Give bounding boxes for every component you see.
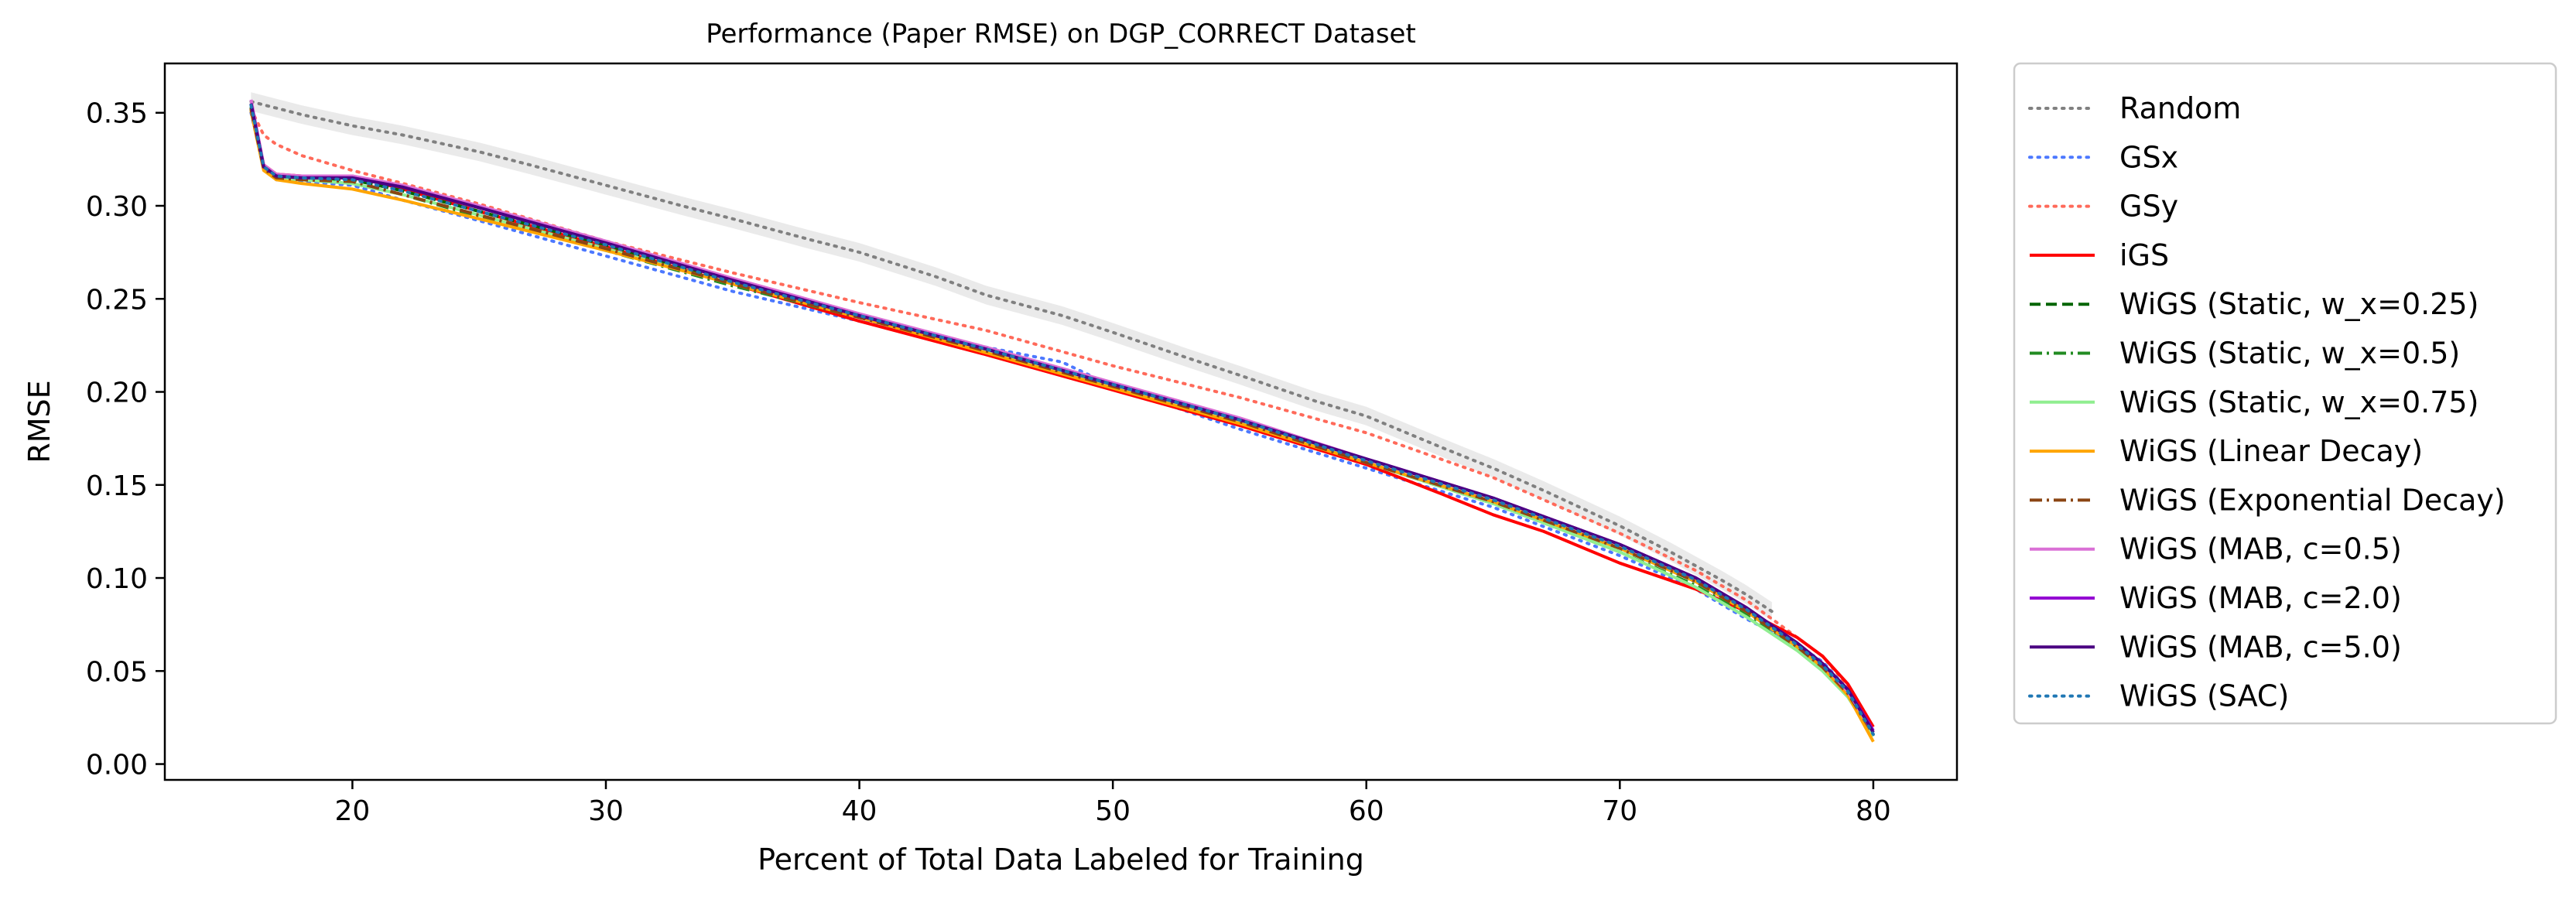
y-tick-label: 0.20 xyxy=(86,378,148,409)
x-tick-label: 20 xyxy=(335,795,371,827)
legend-label-8: WiGS (Exponential Decay) xyxy=(2119,483,2506,517)
y-tick-label: 0.05 xyxy=(86,656,148,688)
series-layer xyxy=(249,99,1875,743)
x-tick-label: 70 xyxy=(1602,795,1637,827)
legend-label-5: WiGS (Static, w_x=0.5) xyxy=(2119,337,2460,371)
x-tick-label: 30 xyxy=(588,795,624,827)
x-tick-label: 40 xyxy=(842,795,877,827)
y-tick-label: 0.35 xyxy=(86,98,148,130)
x-axis-label: Percent of Total Data Labeled for Traini… xyxy=(758,843,1364,877)
legend-label-7: WiGS (Linear Decay) xyxy=(2119,434,2423,468)
plot-frame xyxy=(163,62,1959,781)
series-line-7 xyxy=(249,110,1875,743)
legend-label-12: WiGS (SAC) xyxy=(2119,679,2289,713)
legend-label-4: WiGS (Static, w_x=0.25) xyxy=(2119,287,2479,321)
x-axis: 20 30 40 50 60 70 80 xyxy=(335,780,1891,827)
legend-label-0: Random xyxy=(2119,91,2241,125)
y-tick-label: 0.25 xyxy=(86,284,148,316)
legend: Random GSx GSy iGS WiGS (Static, w_x=0.25) Wi… xyxy=(2013,62,2557,725)
x-tick-label: 60 xyxy=(1349,795,1384,827)
legend-label-10: WiGS (MAB, c=2.0) xyxy=(2119,581,2402,615)
legend-label-1: GSx xyxy=(2119,140,2178,174)
legend-label-3: iGS xyxy=(2119,238,2169,272)
y-tick-label: 0.30 xyxy=(86,191,148,223)
legend-box xyxy=(2013,62,2557,725)
y-axis: 0.00 0.05 0.10 0.15 0.20 0.25 0.30 0.35 xyxy=(86,98,165,781)
legend-label-11: WiGS (MAB, c=5.0) xyxy=(2119,630,2402,664)
y-tick-label: 0.15 xyxy=(86,470,148,502)
series-line-8 xyxy=(249,108,1875,736)
y-tick-label: 0.00 xyxy=(86,750,148,781)
series-line-2 xyxy=(249,107,1875,737)
chart-title: Performance (Paper RMSE) on DGP_CORRECT … xyxy=(706,19,1416,50)
series-line-0 xyxy=(249,100,1774,614)
legend-label-9: WiGS (MAB, c=0.5) xyxy=(2119,532,2402,566)
x-tick-label: 50 xyxy=(1095,795,1131,827)
legend-label-2: GSy xyxy=(2119,190,2178,224)
series-line-12 xyxy=(249,104,1875,737)
y-axis-label: RMSE xyxy=(22,380,56,463)
y-tick-label: 0.10 xyxy=(86,563,148,595)
x-tick-label: 80 xyxy=(1856,795,1891,827)
legend-label-6: WiGS (Static, w_x=0.75) xyxy=(2119,385,2479,419)
legend-entries: Random GSx GSy iGS WiGS (Static, w_x=0.25) Wi… xyxy=(2028,91,2506,713)
